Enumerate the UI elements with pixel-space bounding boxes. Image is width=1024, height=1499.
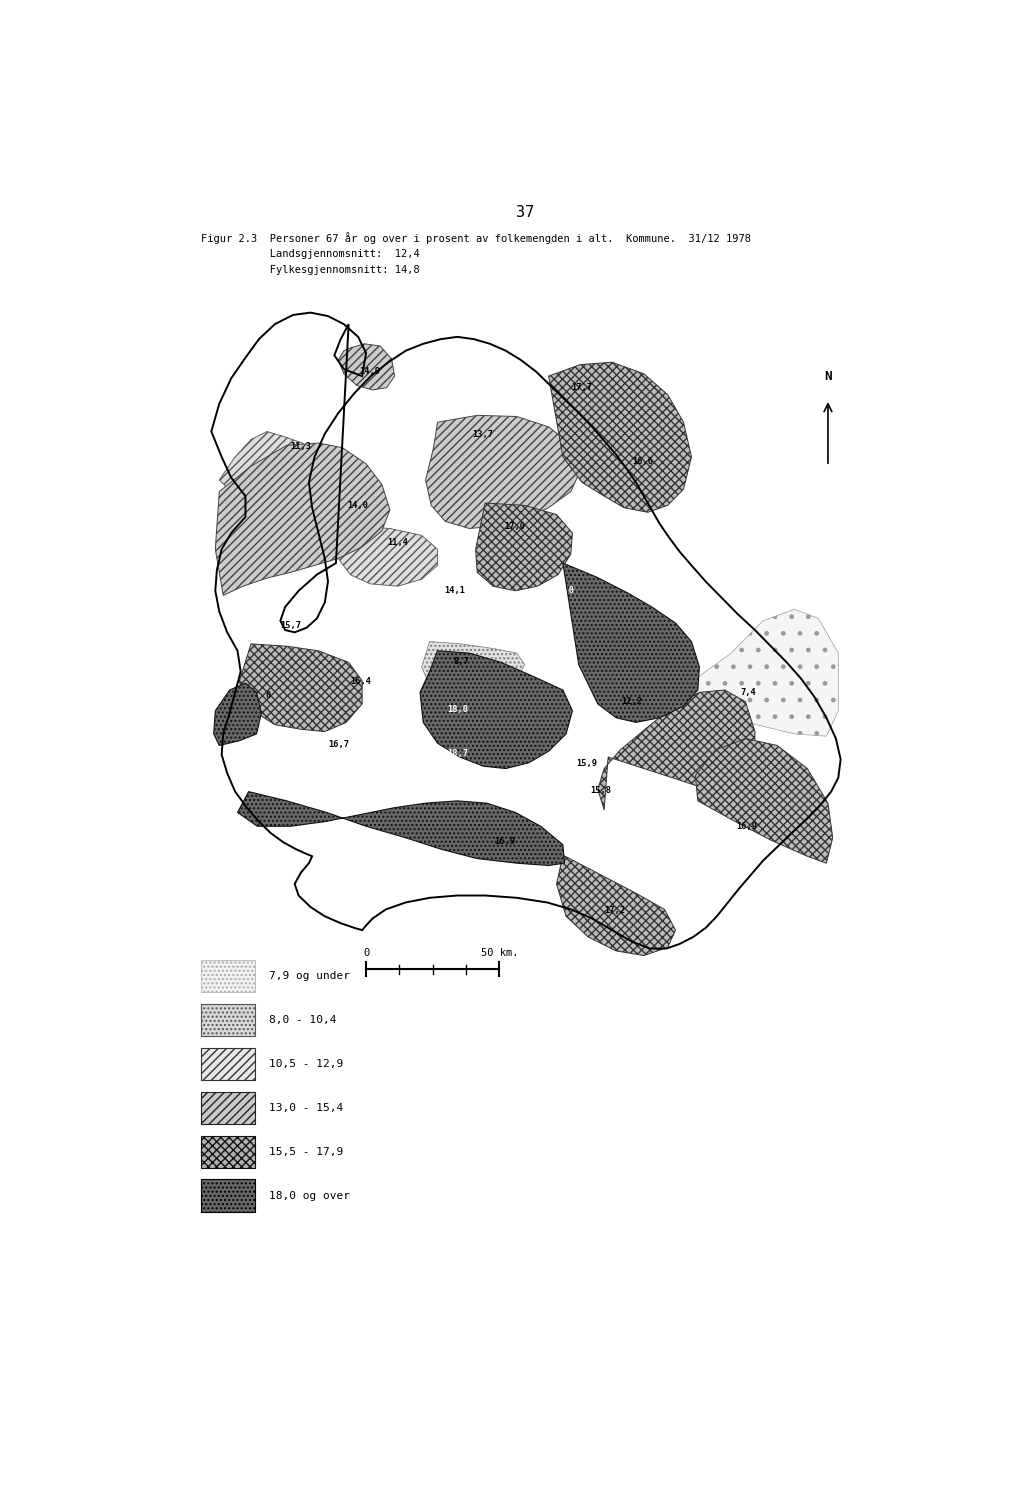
Text: 13,7: 13,7 bbox=[472, 430, 494, 439]
Polygon shape bbox=[214, 684, 261, 745]
Text: 16,9: 16,9 bbox=[495, 836, 515, 845]
Bar bbox=[201, 1091, 255, 1124]
Text: Figur 2.3  Personer 67 år og over i prosent av folkemengden i alt.  Kommune.  31: Figur 2.3 Personer 67 år og over i prose… bbox=[201, 232, 751, 244]
Polygon shape bbox=[557, 854, 676, 955]
Polygon shape bbox=[598, 690, 755, 809]
Text: 7,4: 7,4 bbox=[740, 688, 757, 697]
Bar bbox=[201, 1004, 255, 1036]
Text: 8,0 - 10,4: 8,0 - 10,4 bbox=[269, 1015, 337, 1025]
Text: 18,9: 18,9 bbox=[328, 835, 349, 844]
Polygon shape bbox=[207, 273, 858, 929]
Bar bbox=[201, 1136, 255, 1168]
Text: 14,0: 14,0 bbox=[347, 501, 369, 510]
Polygon shape bbox=[219, 432, 331, 529]
Text: 12,2: 12,2 bbox=[622, 697, 642, 706]
Text: 14,1: 14,1 bbox=[444, 586, 466, 595]
Text: 7,9 og under: 7,9 og under bbox=[269, 971, 350, 982]
Text: 15,8: 15,8 bbox=[591, 785, 611, 794]
Bar bbox=[201, 961, 255, 992]
Text: 15,9: 15,9 bbox=[577, 760, 597, 769]
Text: 20,1: 20,1 bbox=[259, 741, 280, 750]
Polygon shape bbox=[549, 363, 691, 513]
Text: 16,6: 16,6 bbox=[632, 457, 652, 466]
Text: 17,7: 17,7 bbox=[571, 384, 593, 393]
Polygon shape bbox=[684, 609, 839, 736]
Polygon shape bbox=[695, 739, 833, 863]
Text: 22,2: 22,2 bbox=[683, 589, 705, 598]
Polygon shape bbox=[475, 504, 572, 591]
Text: 18,7: 18,7 bbox=[446, 750, 468, 758]
Text: 10,5 - 12,9: 10,5 - 12,9 bbox=[269, 1058, 343, 1069]
Text: 16,4: 16,4 bbox=[350, 678, 371, 687]
Text: 14,9: 14,9 bbox=[359, 367, 381, 376]
Text: 18,0: 18,0 bbox=[553, 586, 574, 595]
Polygon shape bbox=[338, 343, 394, 390]
Text: 37: 37 bbox=[516, 205, 534, 220]
Polygon shape bbox=[338, 526, 437, 586]
Polygon shape bbox=[420, 651, 572, 769]
Text: 18,0 og over: 18,0 og over bbox=[269, 1190, 350, 1201]
Text: 18,0: 18,0 bbox=[446, 705, 468, 714]
Text: 11,4: 11,4 bbox=[387, 538, 409, 547]
Polygon shape bbox=[238, 791, 564, 865]
Text: 16,7: 16,7 bbox=[328, 741, 349, 750]
Text: 17,0: 17,0 bbox=[504, 522, 525, 531]
Polygon shape bbox=[215, 444, 390, 595]
Text: 11,3: 11,3 bbox=[291, 442, 311, 451]
Text: Fylkesgjennomsnitt: 14,8: Fylkesgjennomsnitt: 14,8 bbox=[201, 265, 420, 276]
Bar bbox=[201, 1180, 255, 1211]
Polygon shape bbox=[426, 415, 581, 529]
Bar bbox=[201, 1048, 255, 1081]
Text: N: N bbox=[824, 370, 831, 384]
Text: 0: 0 bbox=[265, 691, 270, 700]
Text: 15,5 - 17,9: 15,5 - 17,9 bbox=[269, 1147, 343, 1157]
Polygon shape bbox=[240, 645, 362, 732]
Text: 0: 0 bbox=[362, 947, 370, 958]
Text: 50 km.: 50 km. bbox=[480, 947, 518, 958]
Polygon shape bbox=[563, 564, 699, 723]
Text: 17,2: 17,2 bbox=[604, 905, 625, 914]
Text: 13,0 - 15,4: 13,0 - 15,4 bbox=[269, 1103, 343, 1112]
Text: 8,7: 8,7 bbox=[454, 657, 469, 666]
Text: 16,9: 16,9 bbox=[736, 821, 758, 830]
Text: 22,7: 22,7 bbox=[558, 669, 579, 678]
Polygon shape bbox=[422, 642, 524, 699]
Text: 15,7: 15,7 bbox=[281, 621, 301, 630]
Text: Landsgjennomsnitt:  12,4: Landsgjennomsnitt: 12,4 bbox=[201, 249, 420, 259]
